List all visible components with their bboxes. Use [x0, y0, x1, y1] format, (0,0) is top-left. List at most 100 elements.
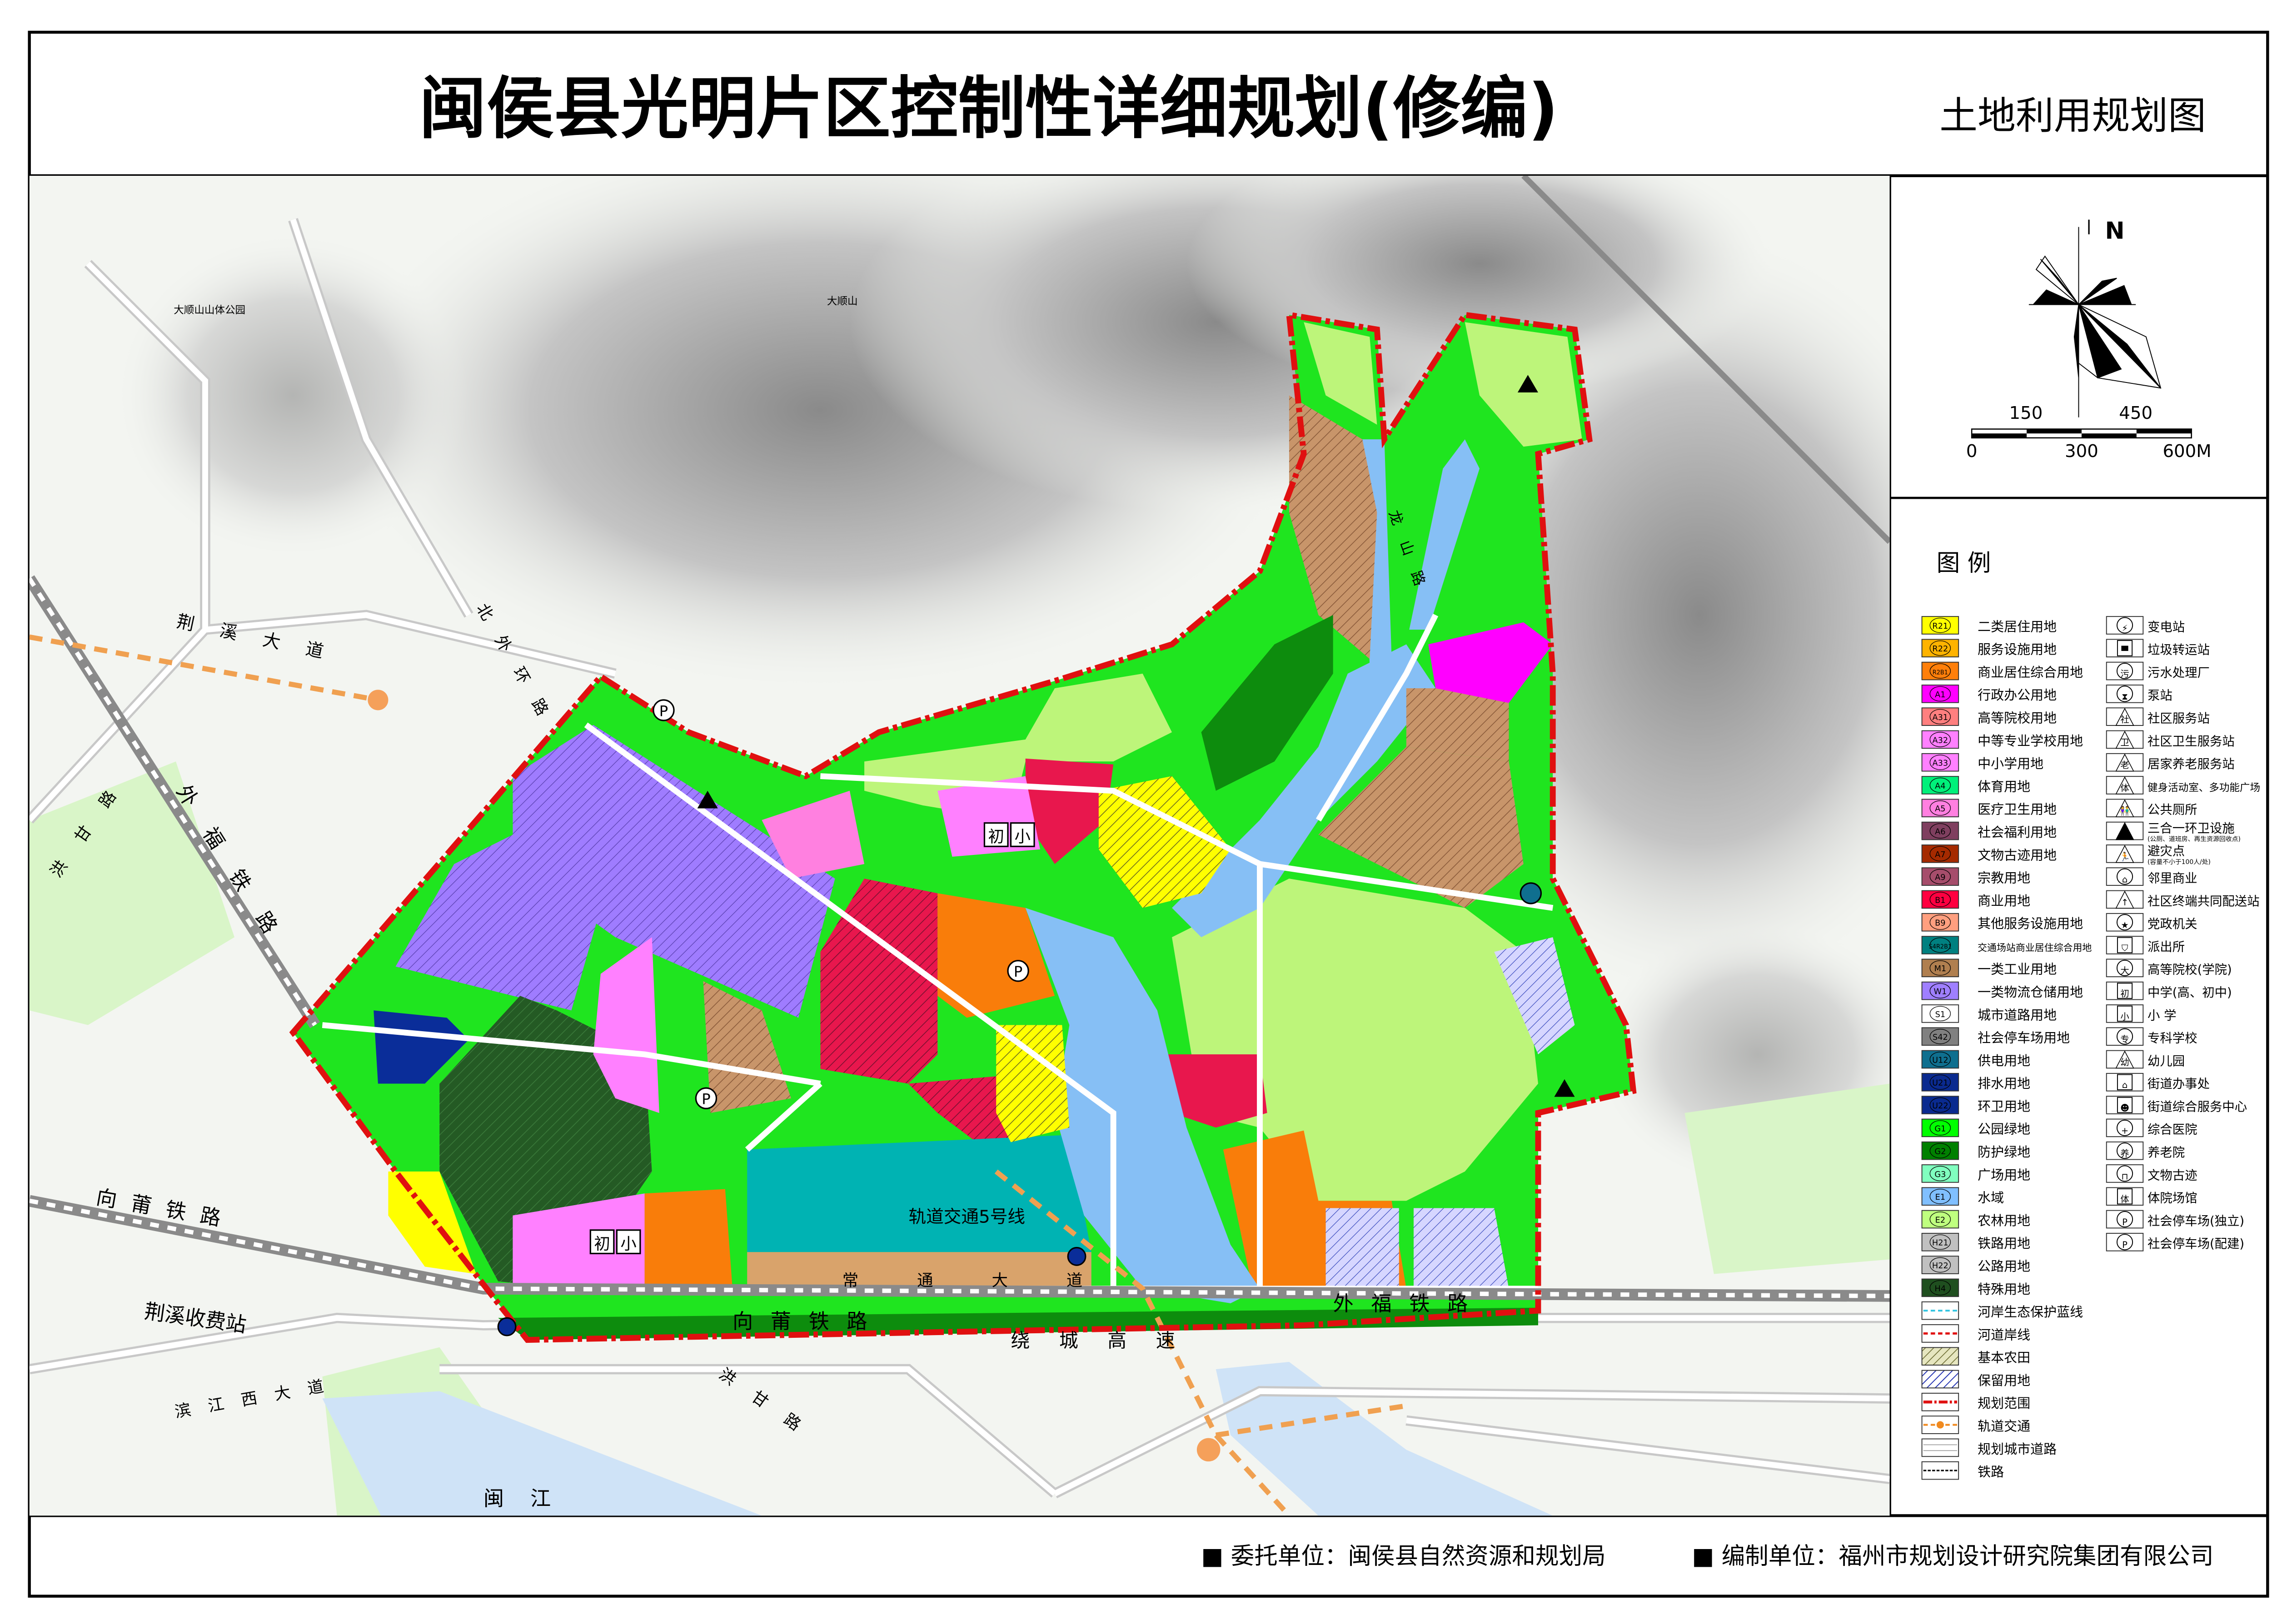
legend-symbol-glyph: P	[2122, 1217, 2128, 1227]
label-dashun-park: 大顺山山体公园	[174, 304, 245, 316]
legend-item-square-ti: 体 体院场馆	[2106, 1187, 2197, 1206]
svg-text:P: P	[1014, 963, 1022, 980]
legend-symbol-glyph: ⊓	[2121, 1171, 2128, 1182]
legend-item-heritage-circle: ⊓ 文物古迹	[2106, 1164, 2197, 1183]
legend-item-triangle-she: 社 社区服务站	[2106, 707, 2210, 726]
legend-code-badge	[1929, 641, 1951, 656]
star-circle-icon: ★	[2116, 914, 2133, 931]
parcel-m1-under-depot[interactable]	[747, 1252, 1091, 1289]
map-area[interactable]: P P P 初 小 初 小 荆溪大道 北外环路 外福铁路 洪甘路 向莆铁路 荆溪…	[29, 132, 1993, 1516]
parcel-e2-farmland-east[interactable]	[1172, 879, 1538, 1201]
legend-label: 铁路	[1978, 1464, 2004, 1480]
parcel-a5-hospital[interactable]	[762, 790, 865, 879]
primary-school-icon	[616, 1229, 641, 1255]
legend-code: R2B1	[1933, 669, 1948, 676]
parking-circle-icon: P	[2116, 1211, 2133, 1228]
legend-item-r22: R22 服务设施用地	[1921, 639, 2057, 658]
page-title: 闽侯县光明片区控制性详细规划(修编)	[419, 69, 1559, 148]
legend-item-circle-da: 大 高等院校(学院)	[2106, 959, 2232, 978]
parcel-b1-commercial-center[interactable]	[820, 879, 938, 1084]
parcel-e2-hills[interactable]	[1304, 322, 1582, 447]
parcel-r2b1-center[interactable]	[937, 893, 1055, 1018]
parcel-g2-protective-green[interactable]	[1201, 615, 1333, 791]
svg-text:450: 450	[2119, 403, 2152, 423]
parcel-reserved-1[interactable]	[1325, 1208, 1399, 1289]
parcel-a33-school-west[interactable]	[593, 937, 659, 1113]
legend-swatch	[1921, 1438, 1959, 1457]
triangle-solid-icon	[2115, 822, 2134, 840]
legend-item-triangle-you: 幼 幼儿园	[2106, 1050, 2185, 1069]
legend-swatch	[1921, 639, 1959, 658]
legend-swatch	[1921, 730, 1959, 749]
lightning-circle-icon: ⚡	[2116, 617, 2133, 634]
legend-label: 一类物流仓储用地	[1978, 984, 2083, 1000]
legend-code-badge	[1929, 1120, 1951, 1136]
legend-swatch	[1921, 1370, 1959, 1389]
parcel-u21-drainage[interactable]	[374, 1010, 469, 1084]
parcel-m1-industrial-valley[interactable]	[1289, 395, 1509, 762]
legend-item-a5: A5 医疗卫生用地	[1921, 799, 2057, 818]
legend-code: E2	[1935, 1216, 1945, 1225]
legend-swatch	[1921, 1347, 1959, 1366]
legend-symbol-glyph: 幼	[2120, 1057, 2129, 1068]
legend-code: A9	[1935, 873, 1945, 882]
legend-label: 规划范围	[1978, 1396, 2030, 1411]
parcel-r2b1-west[interactable]	[703, 981, 791, 1113]
legend-item-e2: E2 农林用地	[1921, 1210, 2030, 1229]
legend-label: 公园绿地	[1978, 1122, 2030, 1137]
legend-label: 污水处理厂	[2147, 666, 2210, 680]
legend-swatch	[1921, 685, 1959, 703]
legend-code-badge	[1929, 1028, 1951, 1044]
legend-item-u21: U21 排水用地	[1921, 1073, 2030, 1092]
legend-item-r21: R21 二类居住用地	[1921, 616, 2057, 635]
parcel-r21-hatched-river[interactable]	[996, 1025, 1070, 1142]
sanitation-icon	[1517, 375, 1538, 392]
legend-label: 基本农田	[1978, 1350, 2030, 1366]
circle-zhuan-icon: 专	[2116, 1028, 2133, 1045]
legend-code-badge	[1929, 846, 1951, 862]
parcel-b1-east[interactable]	[1164, 1054, 1267, 1128]
legend-item-r2b1: R2B1 商业居住综合用地	[1921, 661, 2083, 680]
parcel-a32-school-east[interactable]	[1494, 937, 1575, 1055]
legend-item-triangle-runner: 🏃 避灾点(容量不小于100人/处)	[2106, 844, 2211, 866]
legend-swatch	[1921, 867, 1959, 886]
legend-label: 二类居住用地	[1978, 619, 2057, 634]
triangle-ti-icon: 体	[2115, 776, 2134, 795]
legend-code-badge	[1929, 983, 1951, 998]
parcel-w1-logistics-west[interactable]	[395, 834, 601, 1011]
label-dashun-mountain: 大顺山	[827, 296, 858, 308]
parcel-reserved-2[interactable]	[1413, 1208, 1509, 1289]
planning-boundary	[289, 311, 1637, 1343]
parcel-e1-stream-hills[interactable]	[1362, 439, 1480, 666]
north-arrow-wind-rose: N	[2028, 217, 2162, 417]
legend-code-badge	[1929, 1166, 1951, 1182]
legend-label: 社区卫生服务站	[2147, 735, 2235, 749]
parcel-e1-river[interactable]	[1025, 908, 1260, 1304]
parcel-a1-admin[interactable]	[1428, 622, 1553, 703]
legend-label: 体育用地	[1978, 779, 2030, 794]
land-use-parcels[interactable]	[374, 322, 1582, 1340]
legend-label: 三合一环卫设施	[2147, 821, 2235, 835]
parcel-a33-school-south[interactable]	[513, 1193, 645, 1289]
legend-swatch	[1921, 890, 1959, 909]
svg-text:600M: 600M	[2162, 441, 2211, 462]
parcel-e1-stream-north[interactable]	[1172, 644, 1436, 938]
legend-code: E1	[1935, 1193, 1945, 1202]
parcel-r21-hatched-north[interactable]	[1098, 776, 1231, 908]
parcel-r2b1-south-west[interactable]	[644, 1189, 732, 1289]
legend-item-s42: S42 社会停车场用地	[1921, 1027, 2070, 1046]
parcel-g2-rail-buffer[interactable]	[498, 1307, 1538, 1340]
legend-swatch	[1921, 1278, 1959, 1297]
parcel-m1-industrial-north[interactable]	[1318, 747, 1524, 908]
parcel-w1-logistics-north[interactable]	[513, 725, 835, 1018]
parcel-s4r2b1-metro-depot[interactable]	[747, 1135, 1091, 1252]
legend-label: 泵站	[2147, 689, 2172, 703]
legend-item-triangle-lao: 老 居家养老服务站	[2106, 753, 2235, 772]
legend-item-plus-circle: + 综合医院	[2106, 1118, 2197, 1137]
legend-label: 社会停车场用地	[1978, 1030, 2070, 1046]
legend-label: 宗教用地	[1978, 870, 2030, 886]
legend-label: 商业居住综合用地	[1978, 665, 2083, 680]
metro-line-5-route	[29, 634, 1407, 1516]
